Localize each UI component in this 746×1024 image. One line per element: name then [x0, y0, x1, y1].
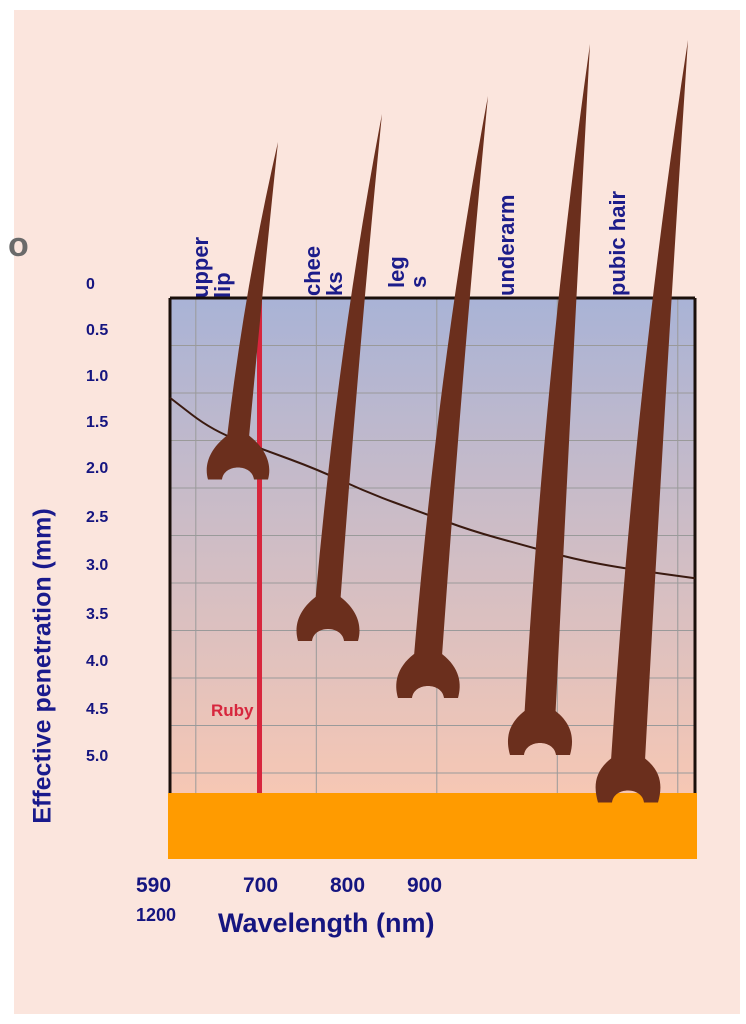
y-tick-label: 1.0: [86, 368, 109, 385]
hair-bulb: [507, 711, 573, 755]
laser-lines: Ruby: [211, 298, 263, 793]
hair-bulb: [296, 597, 360, 641]
hair-shaft: [524, 44, 590, 713]
y-tick-label: 3.0: [86, 557, 109, 574]
laser-label-ruby: Ruby: [211, 701, 254, 720]
hair-shaft: [414, 96, 488, 656]
x-tick-label: 590: [136, 874, 172, 897]
x-tick-label: 700: [243, 874, 279, 897]
hair-shapes: [206, 40, 688, 803]
y-tick-label: 0: [86, 276, 95, 293]
y-tick-label: 0.5: [86, 322, 109, 339]
hair-shaft: [611, 40, 688, 761]
y-tick-label: 2.5: [86, 509, 109, 526]
y-tick-label: 5.0: [86, 748, 109, 765]
hair-shaft: [315, 114, 382, 599]
title-fragment: o: [8, 226, 29, 264]
y-tick-label: 4.0: [86, 653, 109, 670]
y-tick-label: 3.5: [86, 606, 109, 623]
y-tick-label: 4.5: [86, 701, 109, 718]
base-band: [168, 793, 697, 859]
x-tick-label: 900: [407, 874, 443, 897]
y-tick-label: 2.0: [86, 460, 109, 477]
hair-bulb: [595, 758, 661, 803]
penetration-curve: [169, 396, 696, 580]
x-tick-label-end: 1200: [136, 905, 177, 925]
x-tick-label: 800: [330, 874, 366, 897]
hair-shaft: [227, 142, 278, 438]
series-line: [169, 396, 696, 580]
hair-bulb: [206, 435, 270, 480]
hair-bulb: [396, 654, 460, 698]
x-axis-label: Wavelength (nm): [218, 908, 435, 938]
y-tick-label: 1.5: [86, 414, 109, 431]
